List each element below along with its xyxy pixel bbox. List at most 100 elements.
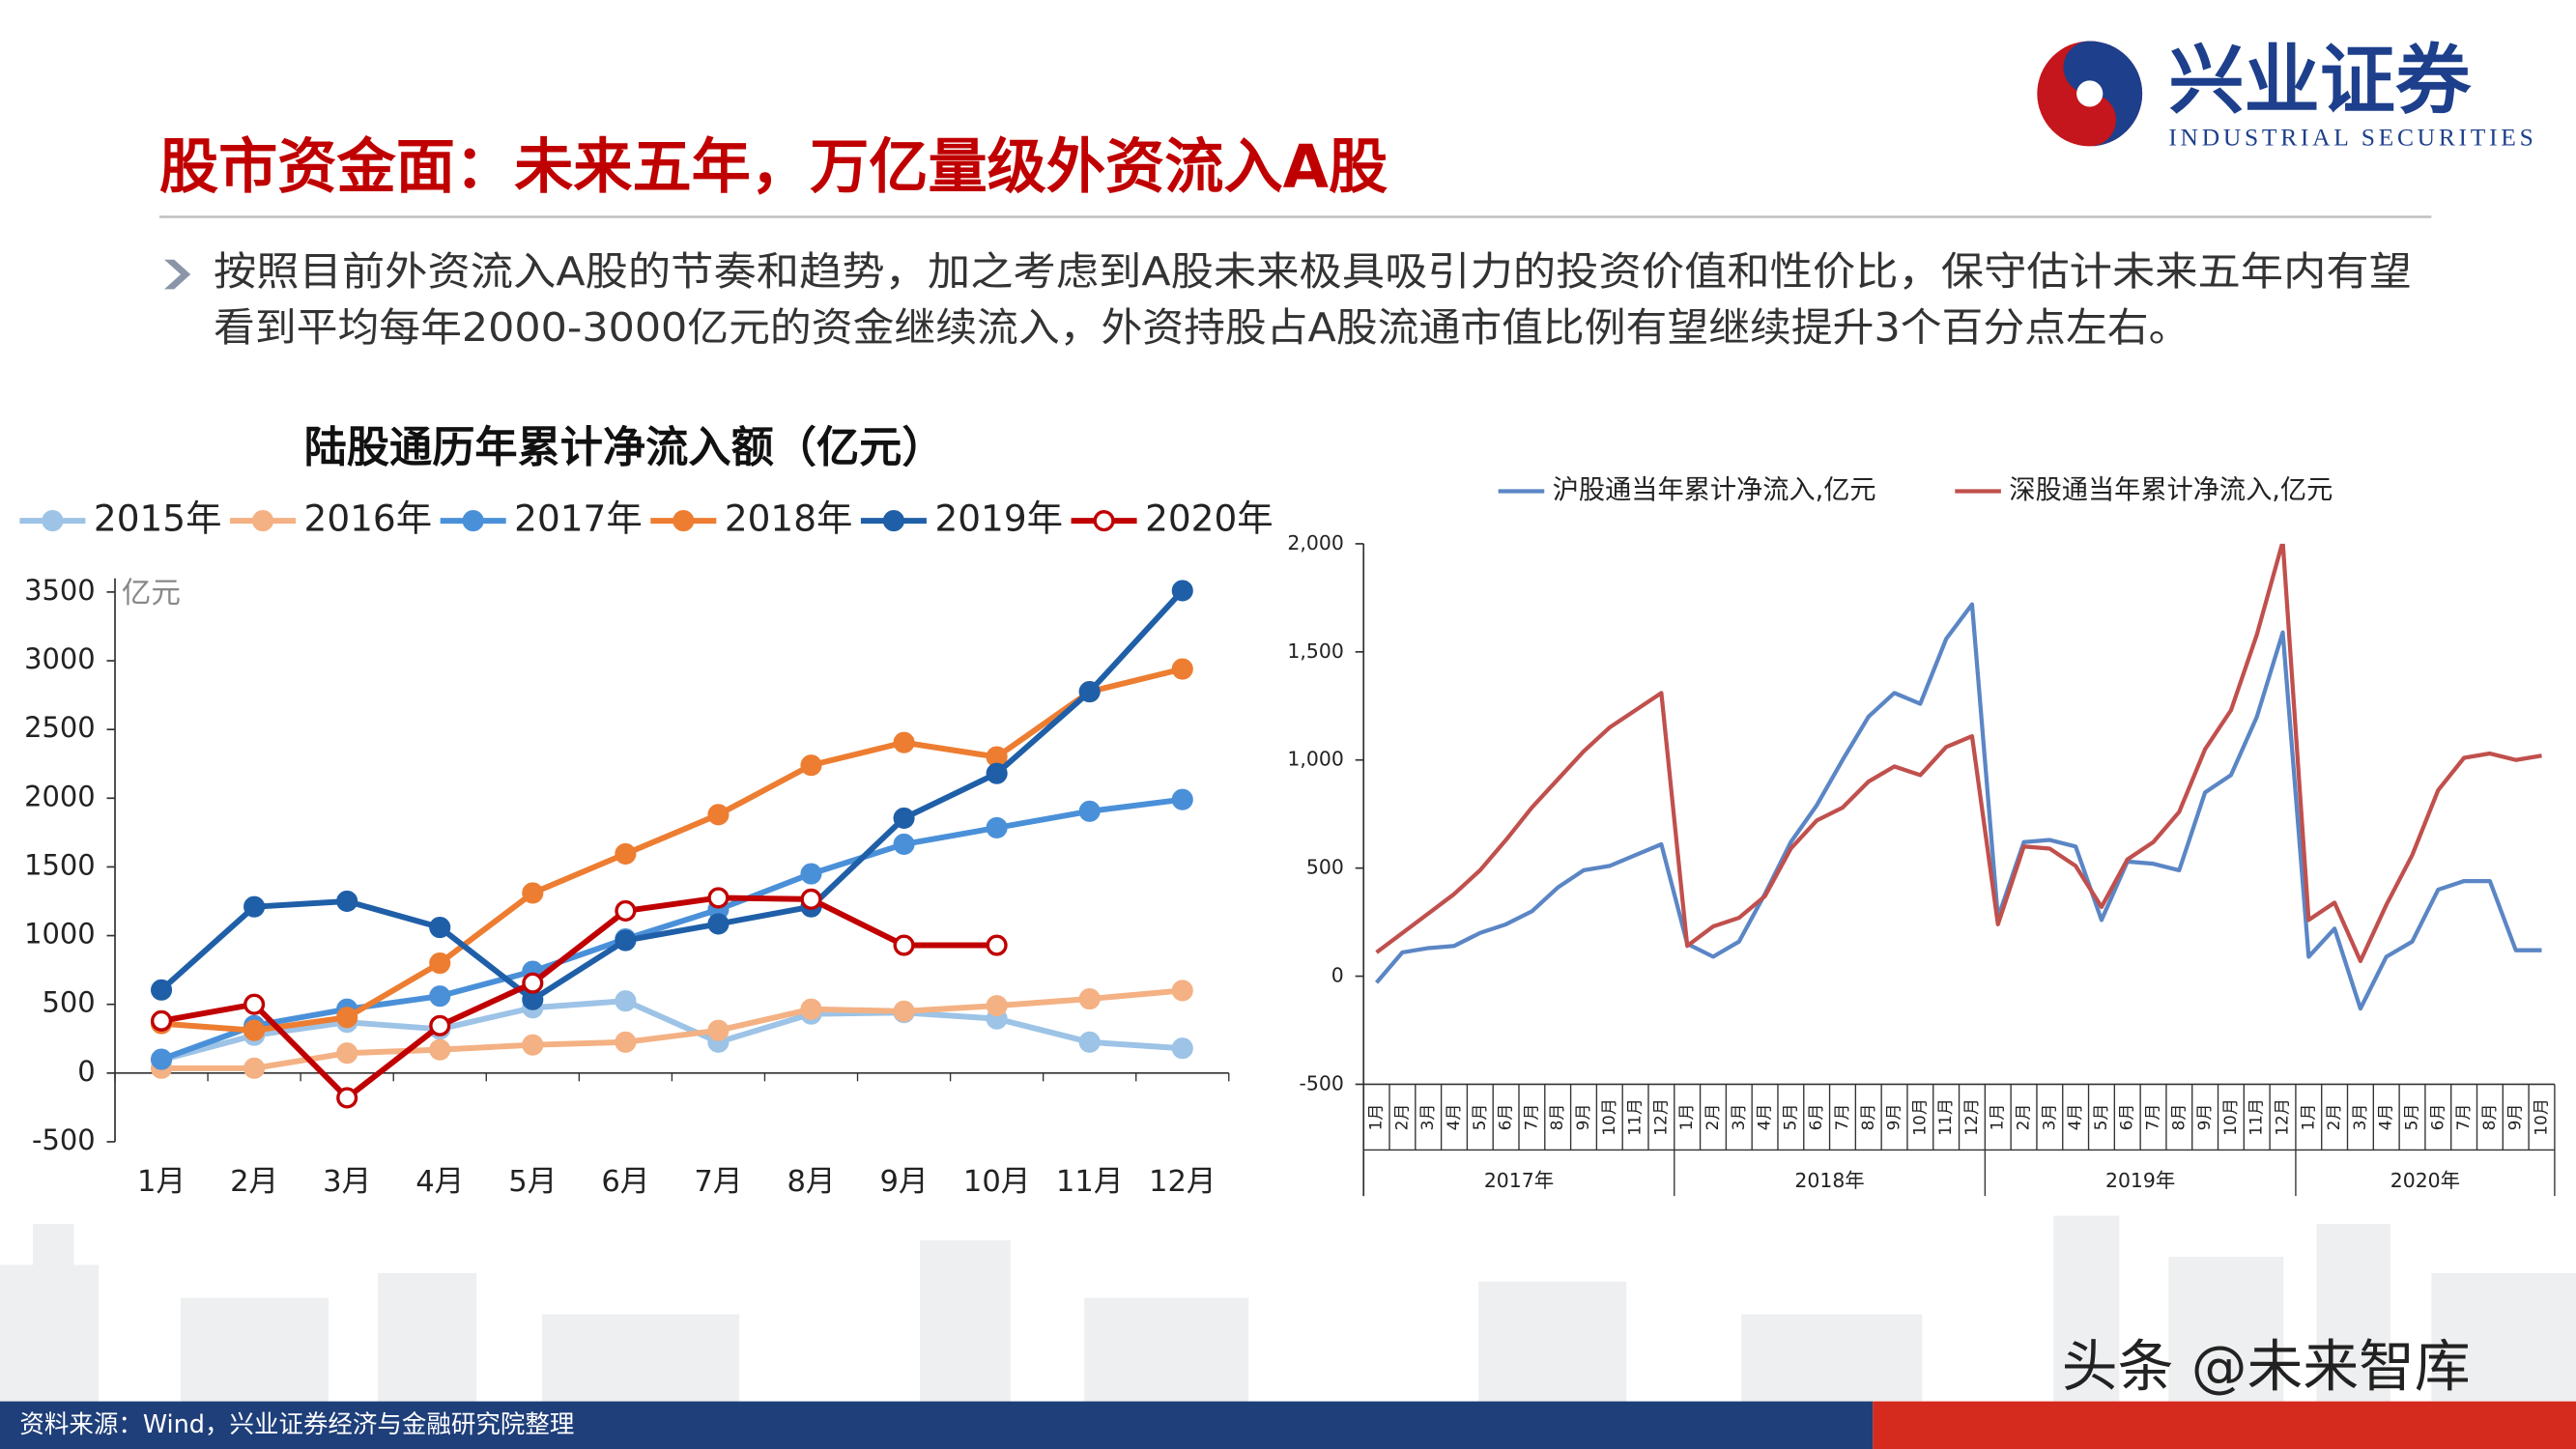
series-marker [336,1087,358,1109]
x-tick-label: 9月 [880,1165,929,1199]
logo-en: INDUSTRIAL SECURITIES [2168,123,2533,151]
footer-bar [0,1401,1874,1449]
series-marker [893,833,915,855]
x-tick-label: 4月 [2377,1104,2396,1131]
series-marker [336,890,358,913]
series-marker [615,842,637,865]
x-tick-label: 3月 [1730,1104,1749,1131]
legend-label: 2016年 [304,497,433,540]
legend-marker [1093,510,1115,532]
watermark: 头条 @未来智库 [2062,1333,2471,1399]
series-marker [1171,658,1193,680]
series-line [159,588,1185,1003]
x-tick-label: 10月 [963,1165,1031,1199]
x-tick-label: 7月 [1833,1104,1852,1131]
series-line [160,666,1184,1034]
series-marker [615,1031,637,1053]
series-marker [615,990,637,1012]
legend-marker [882,510,904,532]
x-tick-label: 12月 [1962,1098,1982,1136]
x-tick-label: 2月 [1703,1104,1723,1131]
bullet-text: 看到平均每年2000-3000亿元的资金继续流入，外资持股占A股流通市值比例有望… [214,304,2190,351]
series-marker [1171,1037,1193,1060]
legend-label: 2017年 [514,497,643,540]
x-tick-label: 10月 [1910,1098,1930,1136]
series-line [160,998,1183,1064]
series-marker [429,1014,451,1037]
x-tick-label: 6月 [601,1165,649,1199]
plot [1374,543,2542,1011]
y-tick-label: 1,500 [1287,639,1343,663]
x-tick-label: 1月 [1677,1104,1697,1131]
x-tick-label: 6月 [2118,1104,2137,1131]
series-marker [1078,987,1101,1010]
series-marker [150,979,173,1001]
group-label: 2018年 [1794,1169,1864,1192]
x-tick-label: 5月 [1471,1104,1490,1131]
logo-cn: 兴业证券 [2168,37,2472,125]
y-tick-label: 0 [77,1055,95,1088]
legend-marker [251,510,274,532]
slide-title: 股市资金面：未来五年，万亿量级外资流入A股 [159,132,1388,201]
series-marker [336,1042,358,1065]
series-marker [986,762,1008,784]
series-marker [800,888,822,910]
series-marker [707,804,730,826]
x-tick-label: 11月 [1936,1098,1956,1136]
legend-label: 沪股通当年累计净流入,亿元 [1553,475,1876,505]
series-marker [336,1007,358,1029]
x-tick-label: 9月 [2195,1104,2215,1131]
x-tick-label: 1月 [1989,1104,2008,1131]
x-tick-label: 7月 [694,1165,742,1199]
plot [150,580,1193,1109]
x-tick-label: 6月 [1497,1104,1516,1131]
x-tick-label: 1月 [2299,1104,2318,1131]
x-tick-label: 12月 [1149,1165,1216,1199]
legend-label: 2015年 [94,497,222,540]
x-tick-label: 3月 [2351,1104,2370,1131]
x-tick-label: 8月 [2169,1104,2189,1131]
x-tick-label: 9月 [1885,1104,1904,1131]
x-tick-label: 11月 [1626,1098,1646,1136]
y-tick-label: 1,000 [1287,748,1343,771]
x-tick-label: 3月 [323,1165,371,1199]
x-tick-label: 2月 [2325,1104,2344,1131]
series-marker [1078,1031,1101,1053]
legend-label: 深股通当年累计净流入,亿元 [2009,475,2333,505]
x-tick-label: 1月 [1367,1104,1387,1131]
legend-label: 2020年 [1145,497,1274,540]
x-tick-label: 2月 [1392,1104,1412,1131]
series-line [160,796,1184,1063]
series-marker [150,1048,173,1070]
series-marker [986,934,1008,956]
series-marker [1171,580,1193,602]
y-tick-label: 2500 [24,711,96,744]
series-marker [243,1057,266,1079]
series-line [160,895,997,1101]
logo-dot [2076,80,2104,107]
x-tick-label: 8月 [2480,1104,2500,1131]
x-tick-label: 9月 [2506,1104,2526,1131]
x-tick-label: 5月 [1781,1104,1800,1131]
x-tick-label: 2月 [230,1165,278,1199]
x-tick-label: 10月 [2532,1098,2551,1136]
series-marker [522,972,544,994]
series-marker [707,887,730,909]
series-marker [893,1000,915,1022]
series-marker [800,754,822,777]
series-marker [707,913,730,935]
x-tick-label: 4月 [1756,1104,1775,1131]
series-line [1375,543,2542,964]
legend-marker [42,510,64,532]
series-marker [615,899,637,923]
y-tick-label: 3500 [24,574,96,607]
series-marker [522,1034,544,1056]
legend-label: 2018年 [725,497,853,540]
legend-marker [673,510,695,532]
x-tick-label: 8月 [1859,1104,1878,1131]
y-tick-label: 3000 [24,642,96,675]
legend-label: 2019年 [934,497,1063,540]
logo-swirl [2063,41,2143,147]
series-marker [429,1038,451,1061]
